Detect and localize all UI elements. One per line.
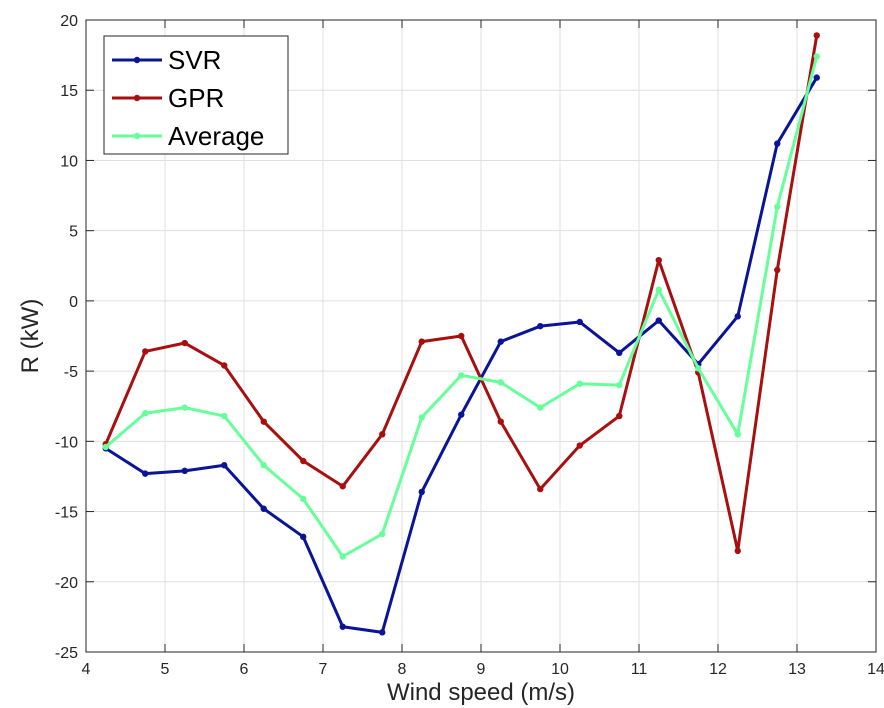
legend-swatch-marker	[133, 132, 141, 140]
legend-items: SVR GPR Average	[112, 45, 264, 151]
data-point-svr	[181, 467, 188, 475]
data-point-gpr	[616, 412, 623, 420]
x-tick-label: 13	[788, 661, 806, 678]
legend: SVR GPR Average	[103, 35, 289, 155]
legend-item-svr: SVR	[112, 45, 221, 75]
data-point-gpr	[458, 332, 465, 340]
data-point-svr	[497, 338, 504, 345]
y-axis-label: R (kW)	[17, 299, 44, 374]
data-point-average	[734, 431, 741, 438]
data-point-svr	[655, 317, 662, 324]
y-tick-label: -20	[55, 575, 78, 592]
data-point-average	[142, 410, 149, 417]
y-tick-label: 15	[60, 83, 78, 100]
data-point-average	[339, 553, 346, 560]
data-point-gpr	[774, 266, 781, 274]
data-point-svr	[221, 462, 228, 469]
data-point-average	[774, 203, 781, 210]
data-point-gpr	[537, 485, 544, 493]
y-tick-label: -10	[55, 434, 78, 451]
legend-label: SVR	[168, 45, 221, 75]
data-point-svr	[379, 629, 386, 636]
series-gpr	[102, 32, 820, 555]
data-point-svr	[458, 411, 465, 418]
y-tick-label: 5	[69, 224, 78, 241]
data-point-gpr	[576, 442, 583, 449]
data-point-svr	[734, 313, 741, 320]
data-point-gpr	[300, 457, 307, 465]
data-point-gpr	[813, 32, 820, 39]
data-point-svr	[537, 322, 544, 330]
data-point-gpr	[497, 418, 504, 425]
data-point-average	[379, 530, 386, 538]
data-point-svr	[300, 533, 307, 541]
data-point-average	[300, 495, 307, 503]
series-svr	[102, 74, 820, 636]
data-point-gpr	[734, 547, 741, 555]
data-point-svr	[339, 623, 346, 630]
x-tick-label: 4	[82, 661, 91, 678]
data-point-gpr	[260, 418, 267, 425]
x-tick-label: 5	[161, 661, 170, 678]
legend-item-average: Average	[112, 121, 264, 151]
data-point-average	[616, 381, 623, 389]
data-point-average	[181, 404, 188, 411]
y-tick-label: -25	[55, 645, 78, 662]
series-lines	[102, 32, 820, 636]
y-tick-label: 0	[69, 294, 78, 311]
y-tick-label: 10	[60, 153, 78, 170]
data-point-average	[418, 414, 425, 421]
data-point-average	[497, 379, 504, 386]
data-point-svr	[774, 140, 781, 147]
legend-label: GPR	[168, 83, 224, 113]
data-point-gpr	[142, 348, 149, 355]
data-point-svr	[576, 318, 583, 326]
data-point-svr	[418, 488, 425, 496]
x-tick-label: 8	[398, 661, 407, 678]
x-tick-label: 7	[319, 661, 328, 678]
data-point-average	[813, 53, 820, 60]
data-point-average	[695, 365, 702, 372]
x-tick-label: 12	[709, 661, 727, 678]
data-point-average	[458, 372, 465, 379]
legend-swatch-marker	[133, 94, 141, 102]
x-tick-label: 14	[867, 661, 884, 678]
data-point-gpr	[379, 431, 386, 438]
data-point-average	[260, 462, 267, 469]
data-point-gpr	[221, 362, 228, 369]
data-point-svr	[813, 74, 820, 81]
data-point-gpr	[181, 339, 188, 347]
data-point-average	[576, 380, 583, 387]
x-tick-label: 6	[240, 661, 249, 678]
data-point-svr	[142, 470, 149, 477]
x-axis-label: Wind speed (m/s)	[387, 679, 575, 706]
y-tick-label: 20	[60, 13, 78, 30]
axis-ticks: 4 5 6 7 8 9 10 11 12 13 14 -25 -20 -15 -10 -5 0 5 10 15 20	[55, 13, 884, 678]
x-tick-label: 9	[477, 661, 486, 678]
data-point-average	[655, 286, 662, 293]
legend-label: Average	[168, 121, 264, 151]
legend-swatch-marker	[133, 56, 141, 64]
data-point-gpr	[339, 483, 346, 490]
data-point-gpr	[418, 338, 425, 345]
data-point-average	[537, 404, 544, 411]
data-point-average	[221, 412, 228, 420]
data-point-svr	[616, 349, 623, 357]
y-tick-label: -15	[55, 505, 78, 522]
series-average	[102, 53, 820, 560]
x-tick-label: 10	[551, 661, 569, 678]
data-point-average	[102, 443, 109, 451]
x-tick-label: 11	[631, 661, 648, 678]
y-tick-label: -5	[64, 364, 78, 381]
data-point-svr	[260, 505, 267, 512]
data-point-gpr	[655, 256, 662, 264]
legend-item-gpr: GPR	[112, 83, 224, 113]
